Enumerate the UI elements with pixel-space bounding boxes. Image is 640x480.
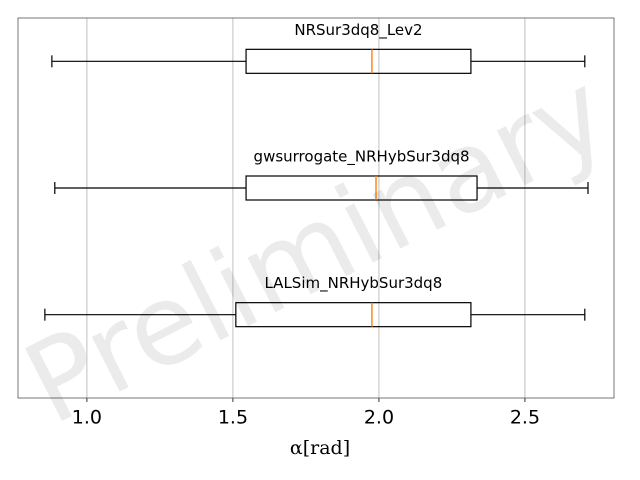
x-tick-label: 2.0	[364, 407, 394, 429]
box-label: LALSim_NRHybSur3dq8	[264, 274, 442, 293]
box-label: NRSur3dq8_Lev2	[294, 21, 422, 40]
watermark: Preliminary	[5, 47, 628, 450]
box	[235, 302, 472, 328]
x-tick-label: 1.5	[218, 407, 248, 429]
box	[245, 48, 472, 74]
plot-frame	[17, 17, 615, 399]
x-tick-label: 2.5	[510, 407, 540, 429]
box-label: gwsurrogate_NRHybSur3dq8	[254, 148, 470, 167]
x-tick-label: 1.0	[72, 407, 102, 429]
box	[245, 175, 478, 201]
x-axis-label: α[rad]	[290, 437, 350, 459]
